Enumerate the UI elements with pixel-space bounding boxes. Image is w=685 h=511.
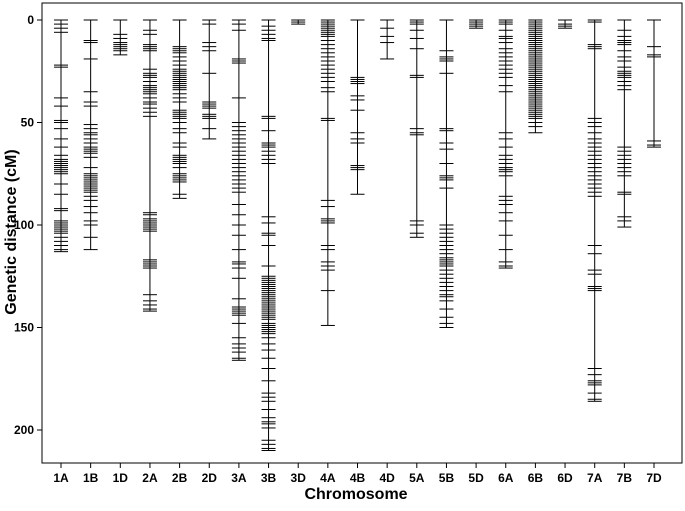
chromosome-3A xyxy=(231,19,246,361)
y-tick-label: 100 xyxy=(14,218,34,232)
y-axis: 0 50 100 150 200 xyxy=(14,13,42,437)
chromosome-7D xyxy=(647,19,661,148)
chromosome-bars xyxy=(54,19,661,451)
x-tick-label: 3B xyxy=(261,471,277,485)
x-tick-label: 2A xyxy=(142,471,158,485)
chromosome-4A xyxy=(320,19,335,326)
chromosome-5A xyxy=(409,19,424,238)
x-tick-label: 6A xyxy=(498,471,514,485)
x-tick-label: 5A xyxy=(409,471,425,485)
chromosome-6D xyxy=(558,19,573,29)
x-tick-label: 7A xyxy=(587,471,603,485)
chromosome-2A xyxy=(142,19,157,312)
x-tick-label: 2B xyxy=(172,471,188,485)
chromosome-1A xyxy=(54,19,68,253)
x-tick-label: 4B xyxy=(350,471,366,485)
x-tick-label: 7D xyxy=(646,471,662,485)
chromosome-7A xyxy=(587,19,602,402)
chromosome-4D xyxy=(380,19,395,60)
x-tick-label: 5D xyxy=(468,471,484,485)
plot-frame xyxy=(41,2,683,464)
x-tick-label: 4D xyxy=(379,471,395,485)
x-tick-label: 6D xyxy=(557,471,573,485)
x-tick-label: 4A xyxy=(320,471,336,485)
x-tick-label: 1B xyxy=(83,471,99,485)
y-tick-label: 50 xyxy=(21,116,35,130)
x-axis-title: Chromosome xyxy=(304,486,407,503)
x-tick-label: 1A xyxy=(53,471,69,485)
y-tick-label: 150 xyxy=(14,321,34,335)
chromosome-4B xyxy=(350,19,365,195)
x-tick-label: 1D xyxy=(113,471,129,485)
chromosome-3D xyxy=(291,19,306,25)
chromosome-1D xyxy=(113,19,128,56)
x-tick-label: 3A xyxy=(231,471,247,485)
x-tick-label: 6B xyxy=(528,471,544,485)
x-tick-label: 7B xyxy=(617,471,633,485)
chromosome-1B xyxy=(83,19,98,251)
chromosome-6A xyxy=(498,19,513,269)
y-tick-label: 0 xyxy=(27,13,34,27)
x-axis: 1A 1B 1D 2A 2B 2D 3A 3B 3D 4A 4B 4D 5A 5B 5D 6A 6B 6D 7A 7B… xyxy=(53,463,662,485)
x-tick-label: 2D xyxy=(202,471,218,485)
chromosome-5D xyxy=(469,19,484,29)
x-tick-label: 3D xyxy=(291,471,307,485)
chromosome-2D xyxy=(202,19,217,140)
chromosome-3B xyxy=(261,19,276,451)
chromosome-7B xyxy=(617,19,632,228)
chromosome-5B xyxy=(439,19,454,328)
chromosome-6B xyxy=(528,19,543,134)
y-tick-label: 200 xyxy=(14,423,34,437)
chromosome-2B xyxy=(172,19,187,199)
y-axis-title: Genetic distance (cM) xyxy=(3,149,20,314)
x-tick-label: 5B xyxy=(439,471,455,485)
